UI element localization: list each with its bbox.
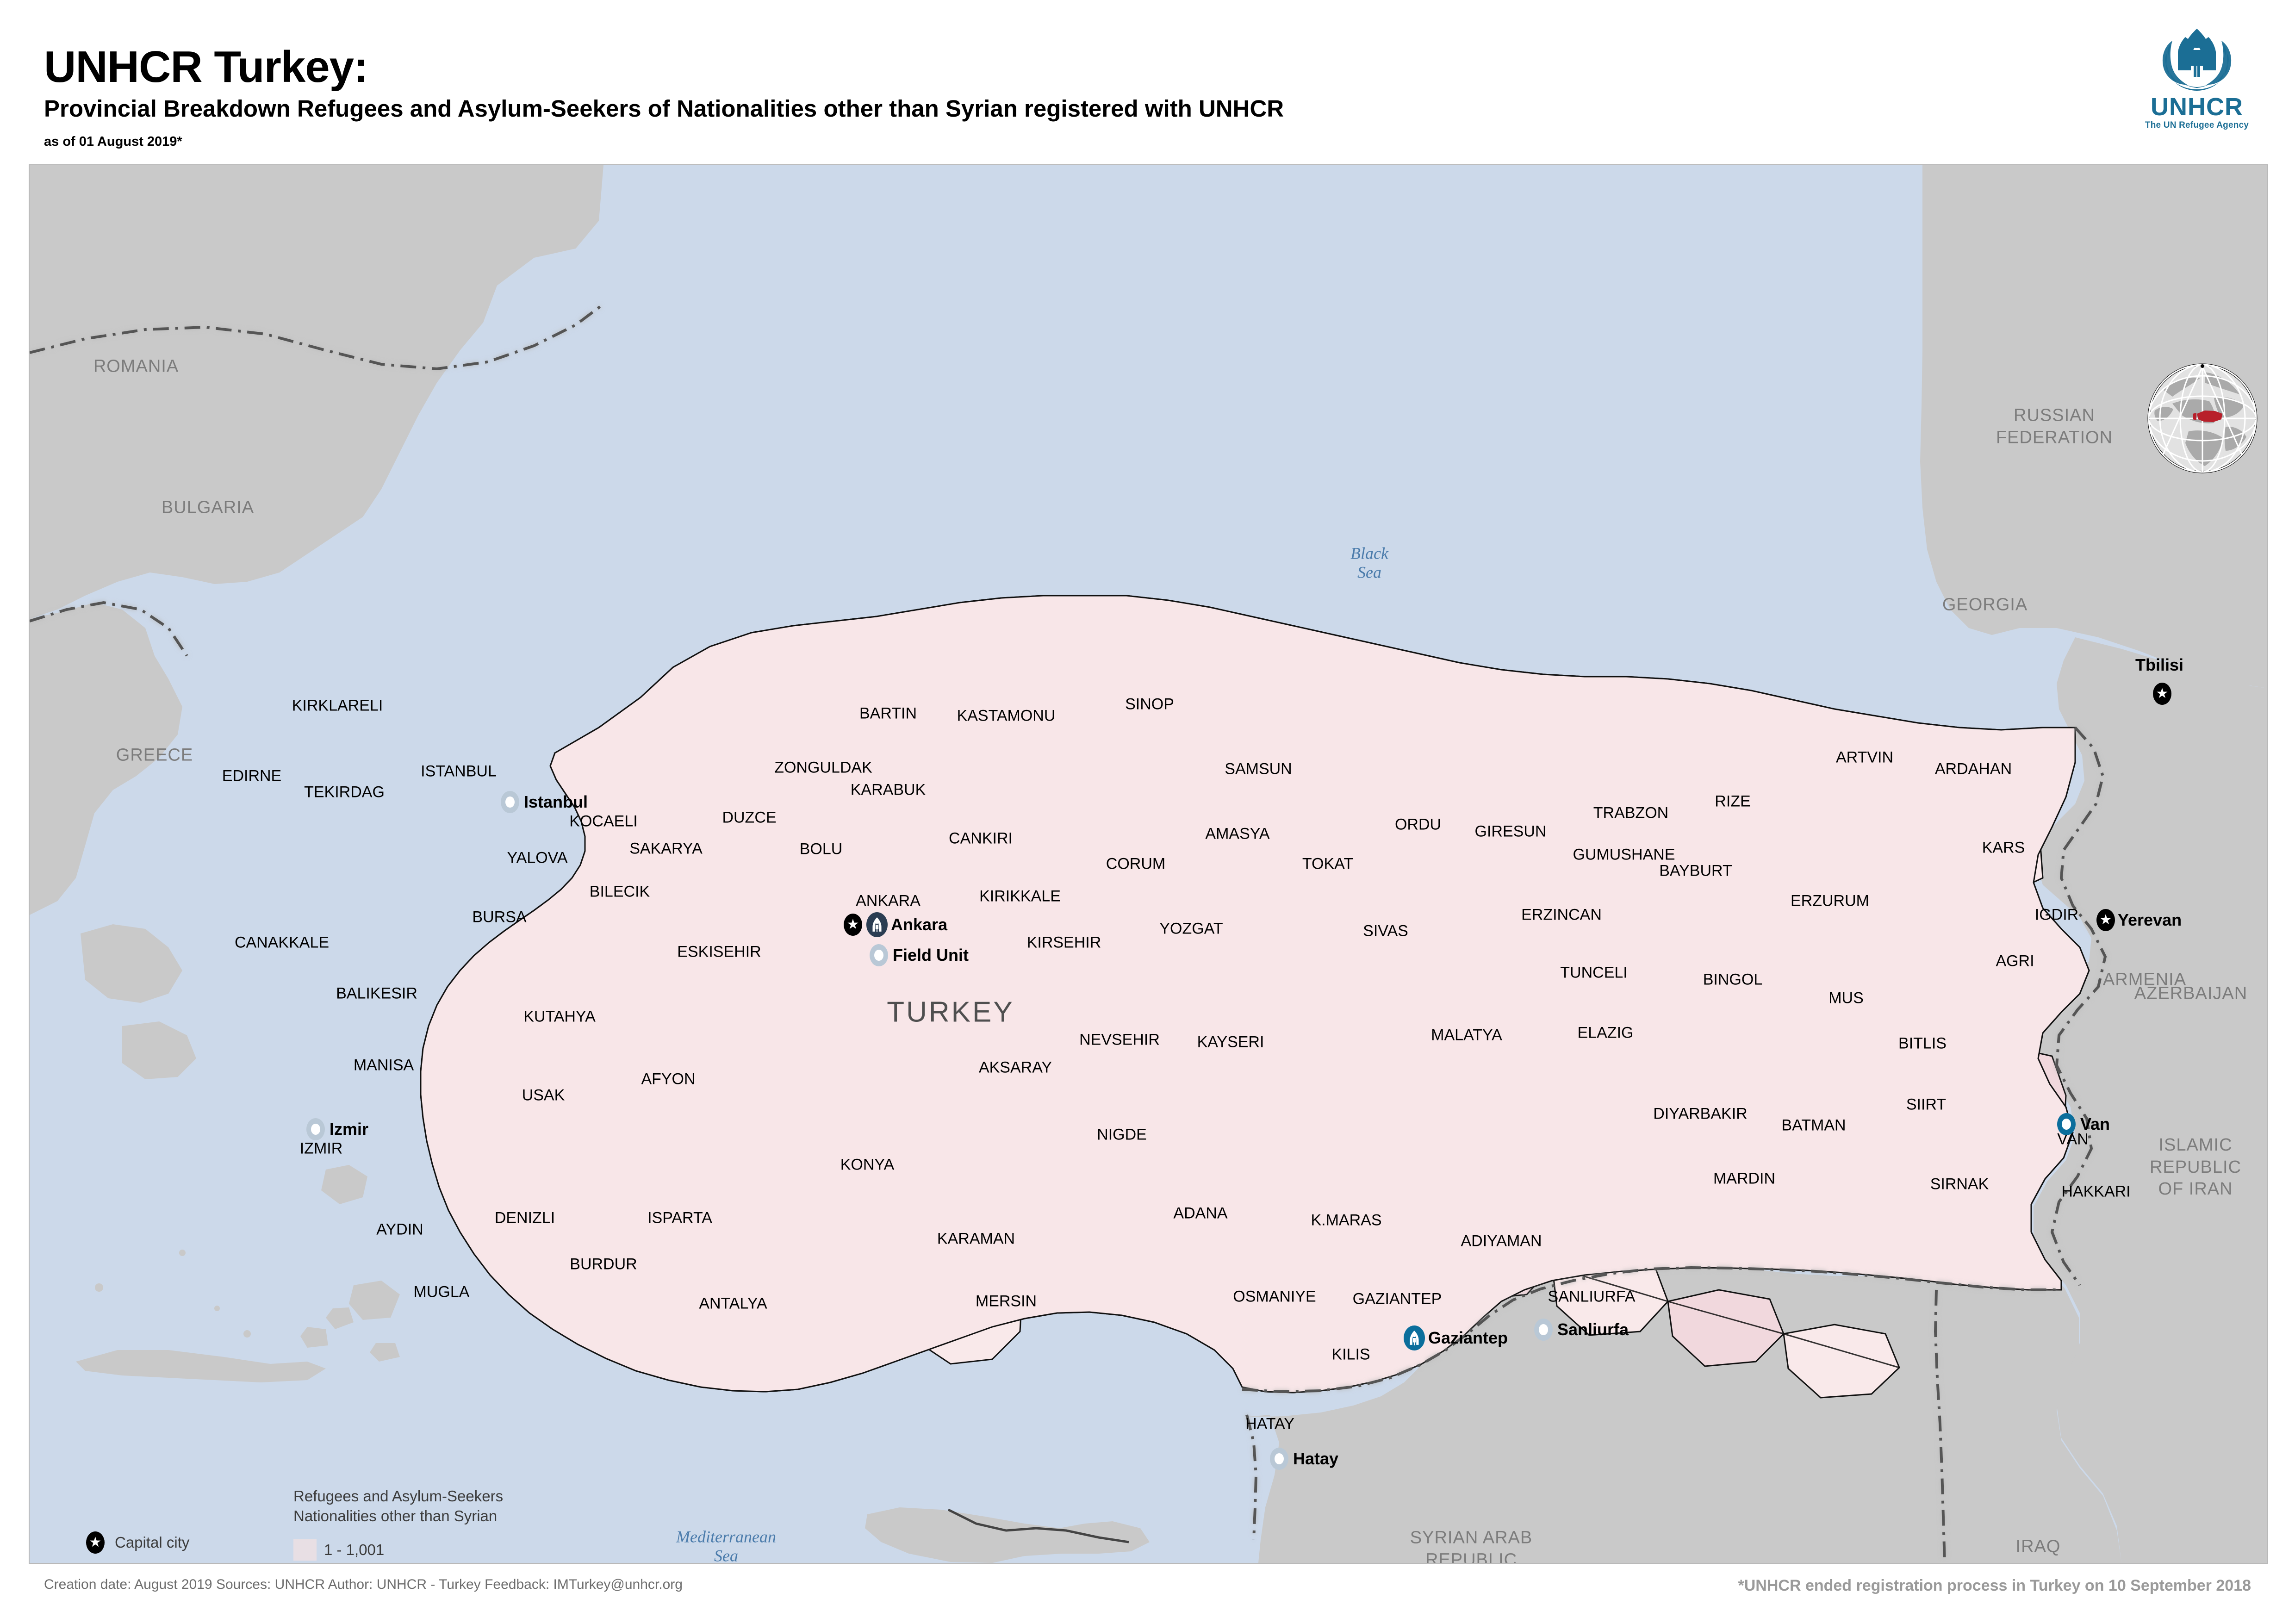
legend-classes-title: Refugees and Asylum-Seekers Nationalitie… [293, 1487, 504, 1524]
globe-inset [2147, 363, 2258, 473]
capital-city-star-icon: ★ [2153, 683, 2171, 705]
cyprus-line [947, 1508, 1129, 1543]
page-title: UNHCR Turkey: [44, 42, 368, 92]
legend-class-label: 1 - 1,001 [324, 1541, 385, 1558]
map-canvas[interactable]: KIRKLARELI EDIRNE TEKIRDAG ISTANBUL KOCAELI Y… [29, 164, 2268, 1564]
unhcr-field-unit-icon[interactable] [1534, 1319, 1553, 1341]
capital-city-star-icon: ★ [81, 1531, 110, 1554]
unhcr-sub-office-icon[interactable] [1404, 1325, 1425, 1350]
capital-city-star-icon: ★ [2096, 909, 2115, 931]
as-of-date: as of 01 August 2019* [44, 134, 182, 149]
legend-row-capital-city: ★ Capital city [81, 1526, 272, 1559]
legend-classes: Refugees and Asylum-Seekers Nationalitie… [293, 1487, 504, 1564]
unhcr-logo: UNHCR The UN Refugee Agency [2127, 19, 2266, 139]
unhcr-logo-wordmark: UNHCR [2151, 93, 2243, 121]
unhcr-country-office-icon [81, 1563, 110, 1564]
unhcr-field-office-icon[interactable] [2057, 1113, 2076, 1135]
capital-city-star-icon: ★ [844, 914, 862, 936]
legend-symbols: ★ Capital city UNHCR Country Office UNHC… [81, 1526, 272, 1564]
page-footer: Creation date: August 2019 Sources: UNHC… [0, 1567, 2295, 1624]
legend-class-row: 1000 - 2,500 [293, 1563, 503, 1564]
neighbour-landmass [30, 165, 2267, 1563]
legend-label: Capital city [115, 1534, 190, 1551]
unhcr-field-unit-icon[interactable] [1270, 1448, 1288, 1470]
international-boundaries [30, 303, 2107, 1563]
legend-row-country-office: UNHCR Country Office [81, 1559, 272, 1564]
legend-class-row: 1 - 1,001 [293, 1537, 503, 1563]
unhcr-logo-tagline: The UN Refugee Agency [2145, 120, 2249, 130]
page-subtitle: Provincial Breakdown Refugees and Asylum… [44, 95, 1284, 122]
footer-credits: Creation date: August 2019 Sources: UNHC… [44, 1577, 683, 1592]
unhcr-country-office-icon[interactable] [866, 912, 888, 937]
unhcr-field-unit-icon[interactable] [870, 944, 888, 966]
footer-note: *UNHCR ended registration process in Tur… [1738, 1577, 2251, 1594]
map-geometry [30, 165, 2267, 1563]
turkey-provinces [420, 595, 2090, 1399]
unhcr-emblem-icon [2162, 29, 2232, 91]
unhcr-field-unit-icon[interactable] [501, 791, 519, 813]
legend-color-swatch [293, 1539, 317, 1561]
unhcr-field-unit-icon[interactable] [306, 1118, 325, 1140]
page-header: UNHCR Turkey: Provincial Breakdown Refug… [0, 0, 2295, 164]
